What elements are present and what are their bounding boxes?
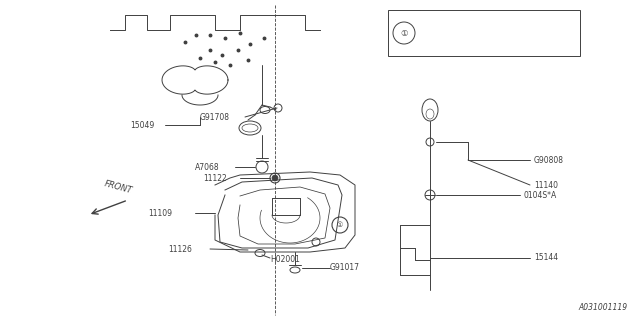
Text: A7068: A7068 [195,163,220,172]
Bar [388,10,580,56]
Text: G90808: G90808 [534,156,564,164]
Text: G91017: G91017 [330,263,360,273]
Text: 15049: 15049 [130,121,154,130]
Text: ①: ① [400,28,408,37]
Text: A50685（1007-）: A50685（1007-） [424,41,485,50]
Text: A031001119: A031001119 [579,303,628,312]
Text: FRONT: FRONT [103,179,133,195]
Text: G91708: G91708 [200,113,230,122]
Circle shape [272,175,278,181]
Text: H02001: H02001 [270,255,300,265]
Text: 11109: 11109 [148,209,172,218]
Text: ①: ① [337,222,343,228]
Text: 11126: 11126 [168,244,192,253]
Text: 0104S*A: 0104S*A [524,190,557,199]
Text: 15144: 15144 [534,253,558,262]
Text: 11140: 11140 [534,180,558,189]
Text: 11122: 11122 [203,173,227,182]
Text: A50635（-1007）: A50635（-1007） [424,18,485,27]
